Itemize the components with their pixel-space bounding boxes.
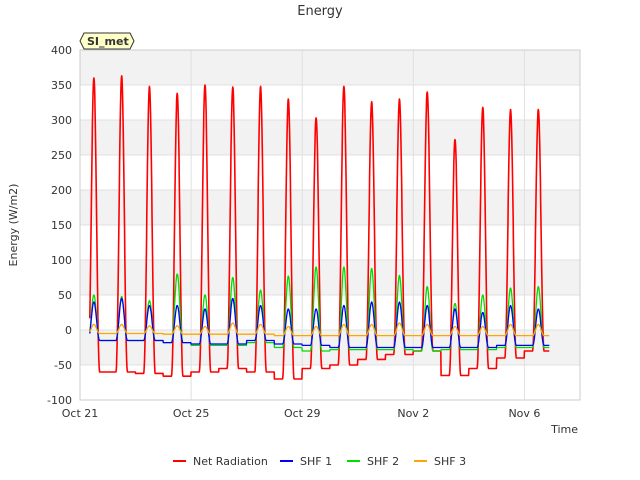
y-tick-label: 0 bbox=[65, 324, 72, 337]
legend-item-shf-2: SHF 2 bbox=[347, 455, 399, 468]
series-line-shf-3 bbox=[89, 322, 550, 337]
legend-label: SHF 1 bbox=[300, 455, 332, 468]
legend-item-net-radiation: Net Radiation bbox=[173, 455, 268, 468]
band-5 bbox=[80, 190, 580, 225]
band-9 bbox=[80, 50, 580, 85]
legend-label: SHF 3 bbox=[434, 455, 466, 468]
y-tick-label: 400 bbox=[51, 44, 72, 57]
legend-label: Net Radiation bbox=[193, 455, 268, 468]
x-tick-labels: Oct 21 Oct 25 Oct 29 Nov 2 Nov 6 bbox=[62, 407, 541, 420]
legend-item-shf-1: SHF 1 bbox=[280, 455, 332, 468]
y-tick-label: 150 bbox=[51, 219, 72, 232]
y-tick-label: 50 bbox=[58, 289, 72, 302]
y-tick-label: -50 bbox=[54, 359, 72, 372]
x-tick-label: Nov 6 bbox=[508, 407, 540, 420]
y-tick-label: -100 bbox=[47, 394, 72, 407]
x-tick-label: Oct 25 bbox=[173, 407, 210, 420]
x-tick-label: Oct 21 bbox=[62, 407, 99, 420]
y-tick-label: 200 bbox=[51, 184, 72, 197]
y-tick-label: 100 bbox=[51, 254, 72, 267]
series-line-net-radiation bbox=[89, 75, 550, 380]
legend-label: SHF 2 bbox=[367, 455, 399, 468]
site-badge-label: SI_met bbox=[87, 35, 129, 48]
y-tick-label: 300 bbox=[51, 114, 72, 127]
series-layer bbox=[89, 75, 550, 380]
y-axis-label: Energy (W/m2) bbox=[7, 184, 20, 267]
x-axis-label: Time bbox=[550, 423, 578, 436]
plot-frame bbox=[79, 49, 581, 401]
chart-title: Energy bbox=[297, 4, 343, 19]
x-tick-label: Oct 29 bbox=[284, 407, 321, 420]
plot-background-bands bbox=[80, 50, 580, 365]
band-7 bbox=[80, 120, 580, 155]
x-tick-label: Nov 2 bbox=[397, 407, 429, 420]
legend: Net Radiation SHF 1 SHF 2 SHF 3 bbox=[173, 455, 466, 468]
y-tick-labels: -100 -50 0 50 100 150 200 250 300 350 400 bbox=[47, 44, 72, 407]
site-badge: SI_met bbox=[79, 32, 135, 50]
band-3 bbox=[80, 260, 580, 295]
legend-item-shf-3: SHF 3 bbox=[414, 455, 466, 468]
y-tick-label: 250 bbox=[51, 149, 72, 162]
y-tick-label: 350 bbox=[51, 79, 72, 92]
